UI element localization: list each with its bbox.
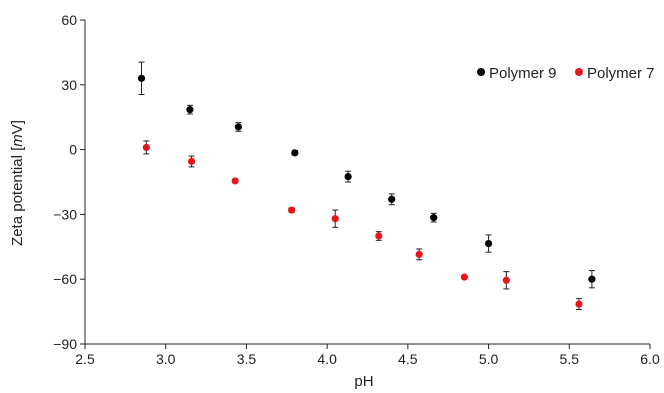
x-tick-label: 3.5 bbox=[237, 351, 257, 367]
legend-marker-polymer-7 bbox=[575, 68, 583, 76]
data-point-polymer-7 bbox=[331, 215, 339, 223]
x-tick-label: 4.0 bbox=[317, 351, 337, 367]
data-point-polymer-9 bbox=[388, 195, 396, 203]
plot-area bbox=[137, 61, 596, 310]
legend: Polymer 9 Polymer 7 bbox=[477, 65, 655, 82]
legend-label-polymer-9: Polymer 9 bbox=[489, 65, 557, 82]
y-axis-title: Zeta potential [mV] bbox=[9, 120, 26, 246]
legend-label-polymer-7: Polymer 7 bbox=[587, 65, 655, 82]
series-polymer-9 bbox=[137, 61, 596, 289]
data-point-polymer-9 bbox=[186, 106, 194, 114]
y-ticks: 60 30 0 −30 −60 −90 bbox=[53, 12, 85, 352]
y-tick-label: 30 bbox=[61, 77, 77, 93]
x-axis-title: pH bbox=[354, 373, 373, 390]
data-point-polymer-9 bbox=[588, 275, 596, 283]
data-point-polymer-9 bbox=[137, 74, 146, 82]
x-tick-label: 5.0 bbox=[479, 351, 499, 367]
data-point-polymer-9 bbox=[291, 149, 299, 157]
x-tick-label: 3.0 bbox=[156, 351, 176, 367]
legend-marker-polymer-9 bbox=[477, 68, 485, 76]
data-point-polymer-7 bbox=[460, 273, 468, 281]
y-tick-label: −60 bbox=[53, 271, 77, 287]
data-point-polymer-7 bbox=[288, 206, 296, 214]
data-point-polymer-9 bbox=[344, 173, 352, 181]
x-tick-label: 4.5 bbox=[398, 351, 418, 367]
data-point-polymer-7 bbox=[575, 300, 583, 308]
data-point-polymer-9 bbox=[484, 239, 493, 248]
y-tick-label: −90 bbox=[53, 336, 77, 352]
x-tick-label: 5.5 bbox=[560, 351, 580, 367]
y-tick-label: −30 bbox=[53, 206, 77, 222]
x-tick-label: 2.5 bbox=[75, 351, 95, 367]
data-point-polymer-9 bbox=[430, 214, 438, 222]
data-point-polymer-7 bbox=[231, 177, 239, 185]
axes bbox=[84, 20, 650, 345]
data-point-polymer-7 bbox=[502, 276, 510, 284]
x-ticks: 2.5 3.0 3.5 4.0 4.5 5.0 5.5 6.0 bbox=[75, 344, 660, 367]
data-point-polymer-7 bbox=[375, 232, 383, 240]
y-tick-label: 60 bbox=[61, 12, 77, 28]
series-polymer-7 bbox=[142, 140, 583, 310]
data-point-polymer-7 bbox=[187, 157, 196, 166]
data-point-polymer-9 bbox=[234, 123, 242, 131]
data-point-polymer-7 bbox=[142, 143, 150, 152]
data-point-polymer-7 bbox=[415, 250, 423, 258]
x-tick-label: 6.0 bbox=[640, 351, 660, 367]
y-tick-label: 0 bbox=[69, 142, 77, 158]
